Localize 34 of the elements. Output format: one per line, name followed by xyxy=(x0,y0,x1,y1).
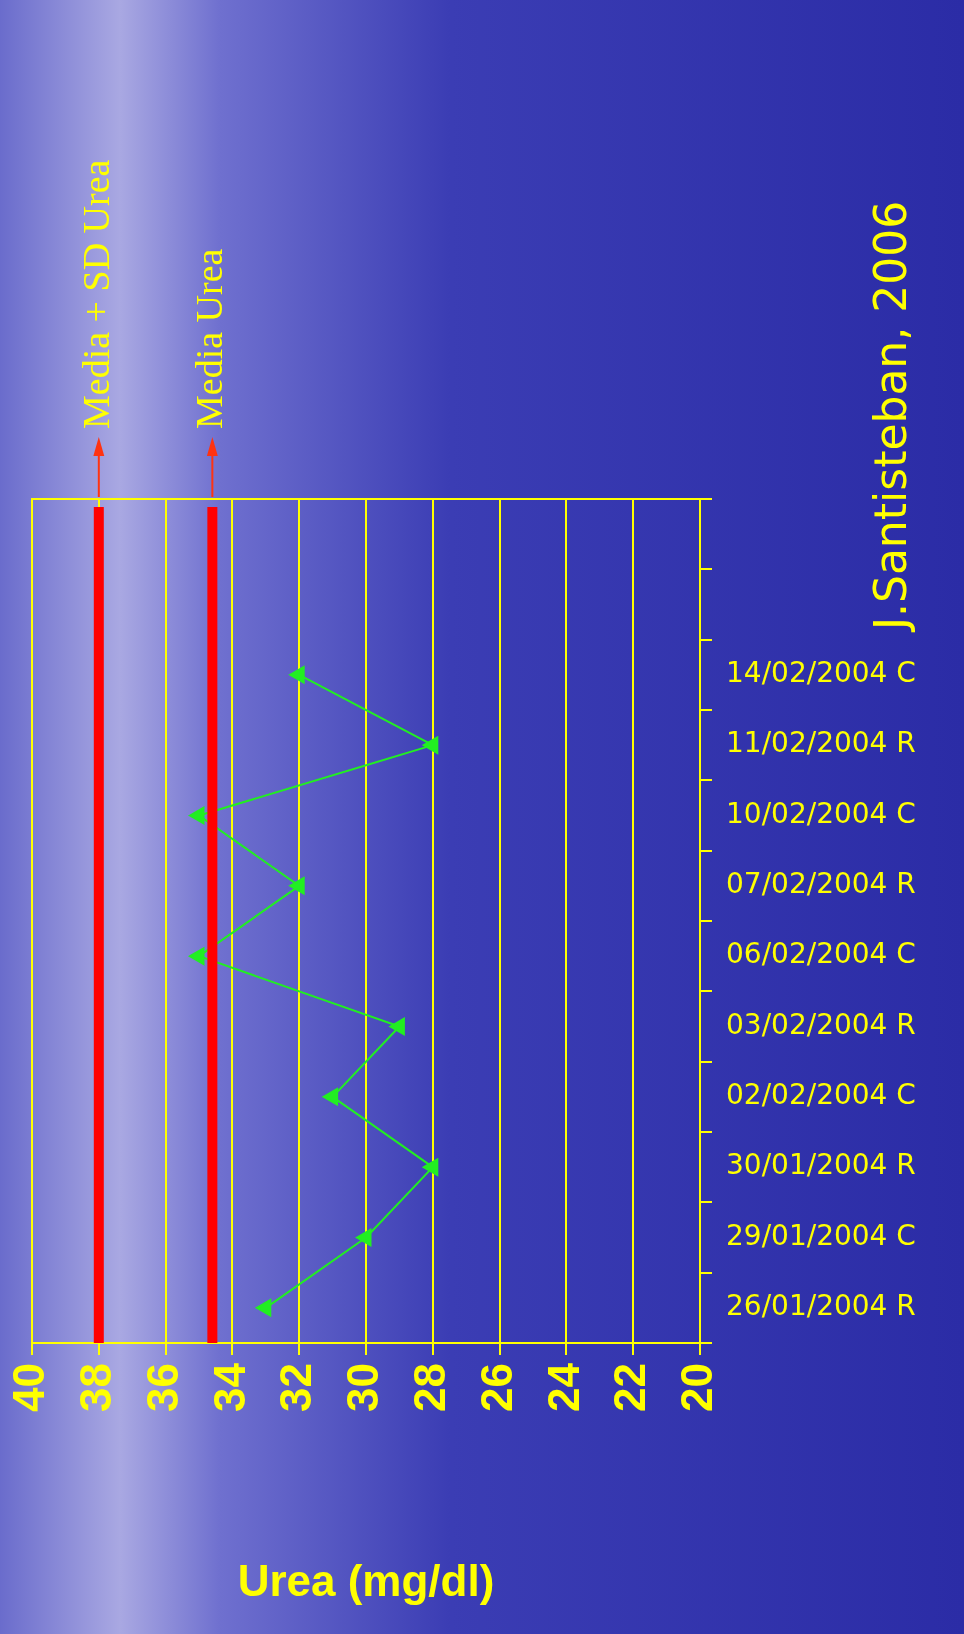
x-tick-label: 36 xyxy=(137,1363,187,1412)
y-tick-label: 29/01/2004 C xyxy=(726,1218,916,1252)
x-axis-title: Urea (mg/dl) xyxy=(237,1555,495,1605)
point xyxy=(255,1299,272,1317)
x-tick-label: 30 xyxy=(338,1363,388,1412)
y-tick-label: 30/01/2004 R xyxy=(726,1148,916,1182)
ref-line-label: Media Urea xyxy=(188,248,231,429)
x-tick-label: 32 xyxy=(271,1363,321,1412)
point xyxy=(289,877,305,895)
point xyxy=(389,1017,405,1036)
y-tick-label: 10/02/2004 C xyxy=(726,796,916,830)
point xyxy=(189,947,205,965)
point xyxy=(289,666,305,684)
y-tick-label: 02/02/2004 C xyxy=(726,1078,916,1112)
x-tick-label: 22 xyxy=(605,1363,655,1412)
y-tick-label: 11/02/2004 R xyxy=(726,726,916,760)
x-tick-label: 20 xyxy=(672,1363,722,1412)
x-tick-label: 38 xyxy=(70,1363,120,1412)
y-tick-label: 07/02/2004 R xyxy=(726,867,916,901)
point xyxy=(356,1228,372,1247)
x-tick-label: 40 xyxy=(4,1363,54,1412)
x-tick-label: 26 xyxy=(471,1363,521,1412)
point xyxy=(422,1158,439,1176)
x-tick-label: 34 xyxy=(204,1362,254,1412)
point xyxy=(189,806,205,825)
x-tick-label: 24 xyxy=(538,1362,588,1412)
y-tick-label: 14/02/2004 C xyxy=(726,656,916,690)
y-tick-label: 03/02/2004 R xyxy=(726,1007,916,1041)
point xyxy=(422,736,439,754)
x-tick-label: 28 xyxy=(404,1363,454,1412)
point xyxy=(322,1088,339,1106)
y-tick-label: 26/01/2004 R xyxy=(726,1289,916,1323)
y-tick-label: 06/02/2004 C xyxy=(726,937,916,971)
ref-line-label: Media + SD Urea xyxy=(74,159,117,429)
